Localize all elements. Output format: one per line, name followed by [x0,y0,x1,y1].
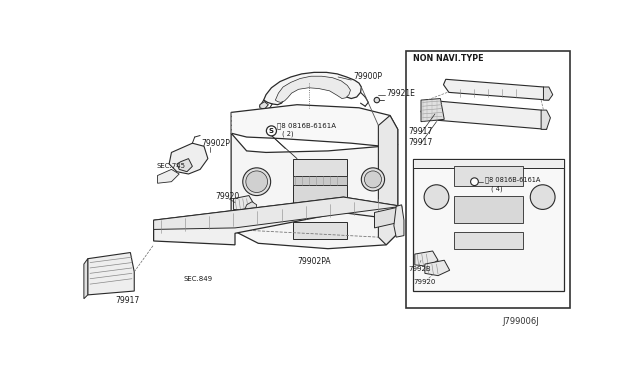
Ellipse shape [424,185,449,209]
Polygon shape [541,110,550,129]
Polygon shape [421,99,444,122]
Polygon shape [374,206,402,228]
Text: 79921E: 79921E [386,89,415,97]
Bar [454,196,524,222]
Bar [406,51,570,308]
Text: 79920: 79920 [413,279,436,285]
Polygon shape [421,100,547,129]
Polygon shape [84,259,88,299]
Text: 79902P: 79902P [201,139,230,148]
Bar [293,176,348,185]
Polygon shape [425,260,450,276]
Polygon shape [154,197,402,230]
Text: 79917: 79917 [408,138,433,147]
Text: J799006J: J799006J [502,317,539,326]
Polygon shape [234,196,254,211]
Bar [454,232,524,249]
Ellipse shape [243,168,271,196]
Polygon shape [275,76,351,102]
Circle shape [266,126,276,136]
Bar [293,222,348,239]
Polygon shape [260,102,268,109]
Polygon shape [154,197,402,245]
Text: 79900P: 79900P [353,73,383,81]
Polygon shape [415,251,438,266]
Text: 7992B: 7992B [408,266,431,272]
Text: Ⓞ8 0816B-6161A: Ⓞ8 0816B-6161A [277,122,336,129]
Text: 79917: 79917 [115,296,139,305]
Text: S: S [269,128,274,134]
Polygon shape [394,205,404,237]
Ellipse shape [362,168,385,191]
Text: 79902PA: 79902PA [297,257,331,266]
Bar [293,185,348,212]
Polygon shape [88,253,134,295]
Text: ( 2): ( 2) [282,131,294,137]
Ellipse shape [531,185,555,209]
Circle shape [374,97,380,103]
Polygon shape [177,158,193,172]
Ellipse shape [364,171,381,188]
Text: 79917: 79917 [408,127,433,136]
Ellipse shape [246,171,268,192]
Polygon shape [413,158,564,291]
Polygon shape [169,143,208,174]
Polygon shape [231,133,397,249]
Polygon shape [244,202,257,214]
Text: Ⓞ8 0816B-6161A: Ⓞ8 0816B-6161A [484,176,540,183]
Polygon shape [231,105,397,146]
Text: ( 4): ( 4) [491,185,502,192]
Bar [454,166,524,186]
Text: NON NAVI.TYPE: NON NAVI.TYPE [413,54,484,63]
Polygon shape [543,87,553,100]
Text: SEC.745: SEC.745 [157,163,186,169]
Bar [293,158,348,176]
Circle shape [470,178,478,186]
Polygon shape [444,79,549,100]
Text: 79920: 79920 [216,192,240,201]
Polygon shape [378,115,397,245]
Polygon shape [264,73,362,105]
Polygon shape [157,169,179,183]
Text: SEC.849: SEC.849 [184,276,213,282]
Polygon shape [413,158,564,168]
